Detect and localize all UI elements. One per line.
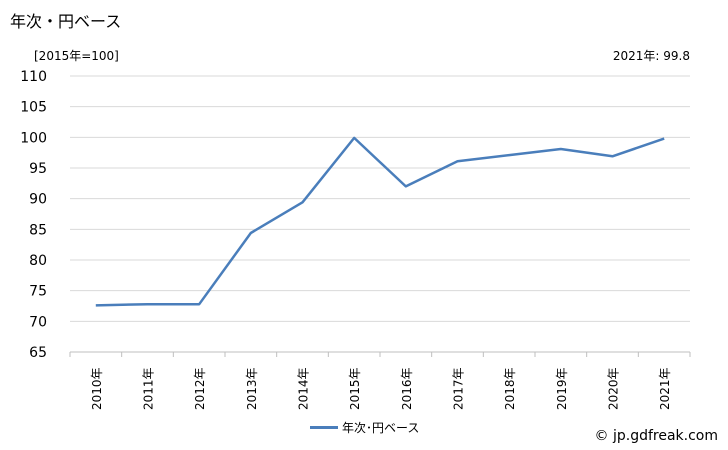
y-tick-label: 65 [29, 345, 47, 361]
x-tick-label: 2019年 [555, 367, 569, 410]
legend: 年次･円ベース [310, 419, 419, 436]
y-tick-label: 80 [29, 253, 47, 269]
y-tick-label: 100 [20, 130, 47, 146]
source-credit[interactable]: © jp.gdfreak.com [594, 428, 718, 444]
y-tick-label: 75 [29, 284, 47, 300]
x-tick-label: 2012年 [193, 367, 207, 410]
x-tick-label: 2014年 [297, 367, 311, 410]
y-tick-label: 105 [20, 100, 47, 116]
x-tick-label: 2018年 [503, 367, 517, 410]
y-tick-label: 85 [29, 222, 47, 238]
y-tick-label: 70 [29, 314, 47, 330]
x-tick-label: 2021年 [658, 367, 672, 410]
x-tick-label: 2011年 [142, 367, 156, 410]
x-tick-label: 2010年 [90, 367, 104, 410]
x-tick-label: 2015年 [348, 367, 362, 410]
legend-swatch [310, 426, 338, 429]
legend-label: 年次･円ベース [342, 421, 420, 435]
y-tick-label: 95 [29, 161, 47, 177]
x-tick-label: 2020年 [607, 367, 621, 410]
x-tick-label: 2013年 [245, 367, 259, 410]
unit-note: [2015年=100] [34, 49, 119, 63]
y-tick-label: 90 [29, 192, 47, 208]
x-tick-label: 2016年 [400, 367, 414, 410]
y-tick-label: 110 [20, 69, 47, 85]
series-line [95, 136, 665, 307]
latest-value-note: 2021年: 99.8 [612, 49, 690, 63]
x-tick-label: 2017年 [452, 367, 466, 410]
chart-title: 年次・円ベース [10, 12, 122, 31]
